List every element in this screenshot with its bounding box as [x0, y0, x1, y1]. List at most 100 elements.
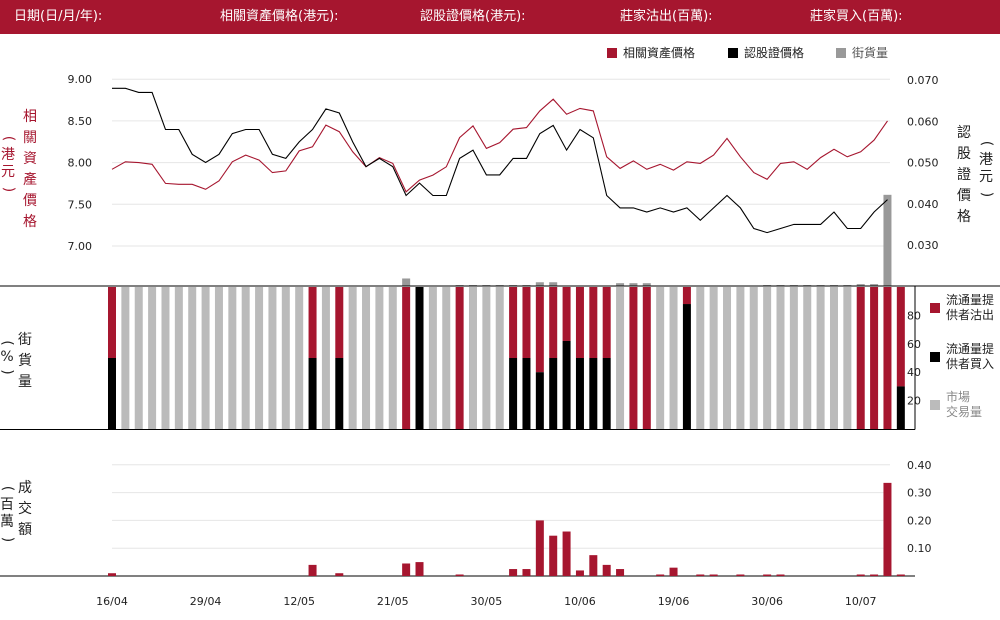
turnover-bar — [763, 574, 772, 576]
bottom-axis-title-char: 交 — [18, 501, 32, 517]
legend-issuer-bought-line2: 供者買入 — [946, 357, 995, 371]
bottom-axis-title-char: 成 — [18, 480, 32, 496]
market-volume-bar — [829, 287, 838, 429]
market-volume-bar — [134, 287, 143, 429]
issuer-bought-bar — [682, 304, 691, 429]
turnover-bar — [709, 574, 718, 576]
left-axis-title-char: 產 — [23, 172, 37, 188]
market-volume-bar — [388, 287, 397, 429]
turnover-bar — [736, 574, 745, 576]
left-axis-title-char: 格 — [23, 214, 37, 230]
issuer-bought-bar — [415, 287, 424, 429]
market-volume-bar — [816, 287, 825, 429]
issuer-bought-bar — [335, 358, 344, 429]
market-volume-bar — [482, 287, 491, 429]
turnover-bar — [616, 569, 625, 576]
issuer-bought-bar — [602, 358, 611, 429]
mid-axis-title-char: 貨 — [18, 353, 32, 369]
turnover-bar — [455, 574, 464, 576]
issuer-sold-bar — [335, 287, 344, 358]
legend-issuer-bought: 流通量提 供者買入 — [930, 342, 994, 372]
outstanding-bar — [402, 278, 411, 286]
outstanding-bar — [883, 194, 892, 286]
turnover-bar — [883, 482, 892, 576]
issuer-bought-bar — [535, 372, 544, 429]
issuer-sold-bar — [575, 287, 584, 358]
legend-warrant: 認股證價格 — [728, 44, 804, 61]
market-volume-bar — [268, 287, 277, 429]
market-volume-bar — [295, 287, 304, 429]
legend-outstanding-swatch — [836, 47, 846, 58]
right-axis-unit-char: 港 — [979, 152, 993, 168]
mid-axis-title-char: 量 — [18, 374, 32, 390]
bottom-axis-title-char: 額 — [18, 522, 32, 538]
legend-warrant-label: 認股證價格 — [744, 46, 805, 60]
x-tick-label: 10/06 — [564, 595, 596, 608]
warrant-price-line — [112, 87, 888, 234]
mid-axis-title: 街 貨 量 — [16, 330, 34, 393]
right-tick-label: 0.040 — [907, 198, 939, 211]
issuer-sold-bar — [629, 287, 638, 429]
right-axis-title-char: 認 — [957, 125, 971, 141]
issuer-bought-bar — [549, 358, 558, 429]
issuer-bought-bar — [562, 340, 571, 429]
market-volume-bar — [723, 287, 732, 429]
market-volume-bar — [749, 287, 758, 429]
left-axis-title-char: 資 — [23, 151, 37, 167]
turnover-bar — [602, 564, 611, 576]
market-volume-bar — [495, 287, 504, 429]
issuer-sold-bar — [562, 287, 571, 341]
left-axis-unit: ( 港 元 ) — [0, 130, 17, 198]
turnover-bar — [896, 574, 905, 576]
outstanding-bar — [616, 283, 625, 286]
left-axis-title-char: 相 — [23, 109, 37, 125]
legend-market-line2: 交易量 — [946, 405, 983, 419]
legend-market: 市場 交易量 — [930, 390, 982, 420]
x-tick-label: 30/05 — [471, 595, 503, 608]
bottom-axis-unit: ( 百 萬 ) — [0, 480, 16, 548]
turnover-bar — [522, 569, 531, 576]
right-tick-label: 0.070 — [907, 74, 939, 87]
turnover-bar — [575, 570, 584, 576]
header-issuer-bought-label: 莊家買入(百萬): — [810, 9, 903, 24]
turnover-bar — [535, 520, 544, 576]
issuer-bought-bar — [589, 358, 598, 429]
top-legend: 相關資產價格 認股證價格 街貨量 — [0, 44, 1000, 60]
legend-issuer-sold-swatch — [930, 303, 940, 313]
issuer-sold-bar — [308, 287, 317, 358]
right-axis-unit-char: 元 — [979, 169, 993, 185]
legend-underlying-label: 相關資產價格 — [623, 46, 696, 60]
outstanding-bar — [549, 282, 558, 286]
bottom-tick-label: 0.10 — [907, 542, 932, 555]
mid-tick-label: 60 — [907, 338, 921, 351]
issuer-sold-bar — [883, 287, 892, 429]
turnover-bar — [308, 564, 317, 576]
turnover-bar — [415, 562, 424, 576]
issuer-sold-bar — [856, 287, 865, 429]
left-tick-label: 9.00 — [68, 73, 93, 86]
bottom-axis-title: 成 交 額 — [16, 478, 34, 541]
bottom-tick-label: 0.40 — [907, 459, 932, 472]
market-volume-bar — [442, 287, 451, 429]
market-volume-bar — [789, 287, 798, 429]
turnover-bar — [776, 574, 785, 576]
issuer-sold-bar — [402, 287, 411, 429]
market-volume-bar — [348, 287, 357, 429]
header-issuer-sold-label: 莊家沽出(百萬): — [620, 9, 713, 24]
issuer-sold-bar — [870, 287, 879, 429]
legend-market-line1: 市場 — [946, 390, 971, 404]
outstanding-bar — [629, 283, 638, 286]
market-volume-bar — [468, 287, 477, 429]
legend-underlying: 相關資產價格 — [607, 44, 695, 61]
right-axis-title-char: 格 — [957, 209, 971, 225]
header-bar: 日期(日/月/年): 相關資產價格(港元): 認股證價格(港元): 莊家沽出(百… — [0, 0, 1000, 34]
legend-issuer-bought-swatch — [930, 352, 940, 362]
market-volume-bar — [214, 287, 223, 429]
turnover-bar — [856, 574, 865, 576]
legend-issuer-sold-line2: 供者沽出 — [946, 308, 995, 322]
left-axis-unit-char: 元 — [1, 164, 15, 180]
market-volume-bar — [843, 287, 852, 429]
turnover-bar — [549, 535, 558, 576]
issuer-sold-bar — [108, 287, 116, 358]
